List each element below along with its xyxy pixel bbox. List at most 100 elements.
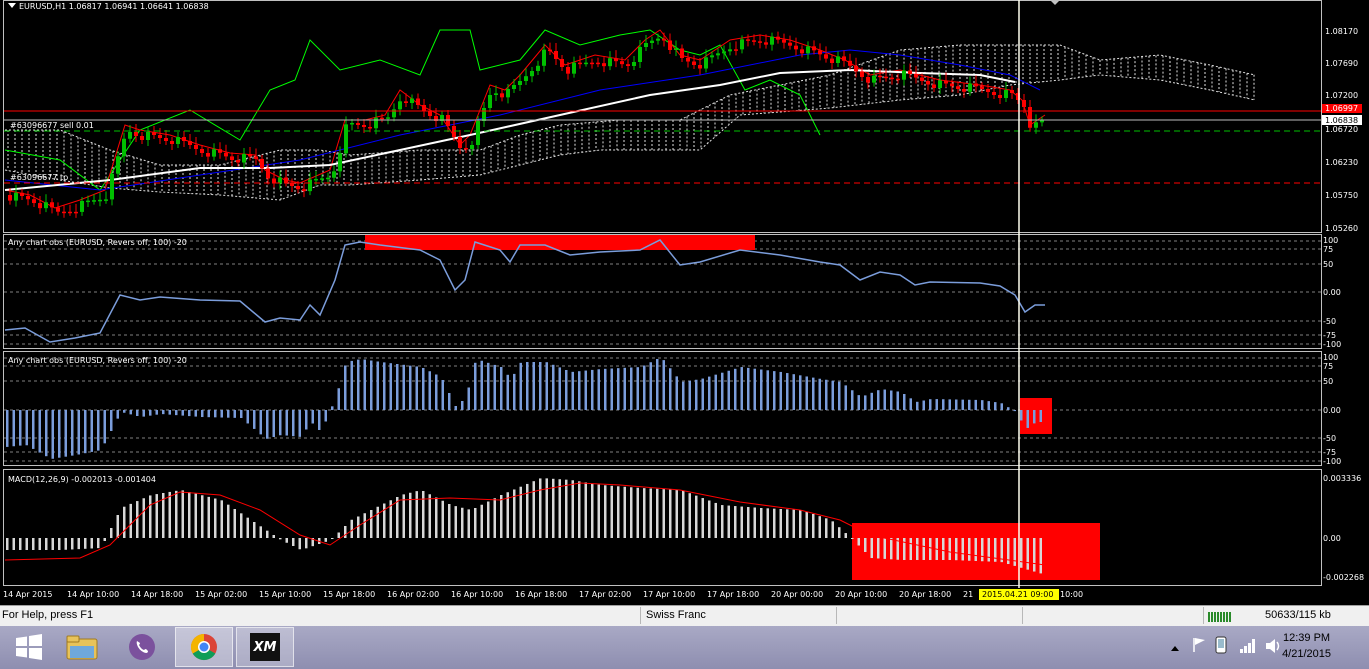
macd-bar: [90, 538, 93, 549]
indicator2-bar: [181, 410, 184, 416]
price-tick: 1.05750: [1325, 191, 1358, 200]
candle-body: [212, 149, 216, 157]
macd-panel-frame: [3, 469, 1322, 586]
macd-bar: [233, 509, 236, 538]
network-signal-icon[interactable]: [1240, 638, 1256, 657]
indicator2-bar: [1020, 410, 1023, 421]
macd-bar: [129, 503, 132, 538]
ind2-tick: 75: [1323, 362, 1333, 371]
candle-body: [50, 202, 54, 208]
candle-body: [134, 132, 138, 136]
taskbar-xm-terminal[interactable]: XM: [236, 627, 294, 667]
indicator2-bar: [285, 410, 288, 436]
candle-body: [524, 76, 528, 81]
volume-icon[interactable]: [1266, 638, 1282, 657]
candle-body: [800, 49, 804, 54]
indicator2-bar: [201, 410, 204, 418]
indicator2-bar: [188, 410, 191, 417]
indicator2-bar: [331, 406, 334, 410]
ichimoku-cloud: [4, 44, 1256, 201]
macd-bar: [285, 538, 288, 543]
folder-icon: [66, 635, 98, 660]
indicator2-bar: [298, 410, 301, 437]
candle-body: [128, 132, 132, 139]
macd-bar: [870, 538, 873, 559]
cloud-edge: [5, 44, 1256, 166]
time-label: 17 Apr 18:00: [707, 590, 759, 599]
macd-bar: [610, 485, 613, 538]
candle-body: [1004, 90, 1008, 98]
indicator2-bar: [526, 362, 529, 410]
macd-bar: [428, 494, 431, 538]
candle-body: [56, 207, 60, 212]
indicator2-bar: [961, 399, 964, 410]
candle-body: [416, 98, 420, 105]
macd-bar: [207, 496, 210, 538]
macd-bar: [747, 507, 750, 538]
macd-bar: [539, 478, 542, 538]
indicator2-bar: [370, 360, 373, 410]
macd-bar: [253, 522, 256, 538]
indicator2-bar: [792, 374, 795, 410]
device-icon[interactable]: [1214, 636, 1228, 658]
highlight-zone: [1020, 398, 1052, 434]
system-clock[interactable]: 12:39 PM 4/21/2015: [1282, 630, 1331, 662]
candle-body: [236, 160, 240, 163]
indicator2-bar: [84, 410, 87, 454]
ind1-tick: -75: [1323, 331, 1336, 340]
candle-body: [584, 62, 588, 65]
indicator2-bar: [812, 377, 815, 410]
macd-bar: [441, 500, 444, 538]
candle-body: [602, 63, 606, 67]
clock-date: 4/21/2015: [1282, 648, 1331, 660]
time-label: 20 Apr 10:00: [835, 590, 887, 599]
macd-bar: [415, 491, 418, 538]
main-panel-frame: [3, 0, 1322, 233]
flag-icon[interactable]: [1192, 637, 1206, 657]
time-axis: 14 Apr 2015 14 Apr 10:00 14 Apr 18:00 15…: [3, 589, 1083, 600]
indicator2-panel-frame: [3, 351, 1322, 466]
chrome-icon: [190, 633, 217, 661]
macd-bar: [792, 509, 795, 538]
macd-bar: [175, 490, 178, 538]
macd-bar: [799, 509, 802, 538]
candle-body: [794, 45, 798, 50]
indicator2-bar: [493, 364, 496, 410]
taskbar-viber[interactable]: [113, 627, 171, 667]
indicator2-bar: [474, 362, 477, 410]
connection-bars-icon[interactable]: [1208, 610, 1234, 625]
current-price-label-bg: [1322, 115, 1362, 125]
indicator2-bar: [220, 410, 223, 418]
indicator2-bar: [929, 399, 932, 410]
indicator2-bar: [344, 365, 347, 410]
taskbar-file-explorer[interactable]: [53, 627, 111, 667]
taskbar-chrome[interactable]: [175, 627, 233, 667]
start-button[interactable]: [0, 627, 58, 667]
main-title-group: EURUSD,H1 1.06817 1.06941 1.06641 1.0683…: [8, 0, 1060, 182]
macd-bar: [649, 488, 652, 538]
macd-bar: [38, 538, 41, 550]
candle-body: [920, 77, 924, 81]
chart-window[interactable]: 1.08170 1.07690 1.07200 1.06720 1.06230 …: [0, 0, 1369, 605]
macd-bar: [968, 538, 971, 561]
candle-body: [350, 123, 354, 125]
macd-bar: [435, 497, 438, 538]
candle-body: [596, 62, 600, 65]
candle-body: [326, 177, 330, 180]
tray-chevron-up-icon[interactable]: [1170, 638, 1180, 657]
profile-name[interactable]: Swiss Franc: [646, 609, 706, 621]
macd-bar: [519, 486, 522, 538]
indicator2-bar: [591, 369, 594, 410]
macd-bar: [292, 538, 295, 546]
chart-canvas[interactable]: 1.08170 1.07690 1.07200 1.06720 1.06230 …: [0, 0, 1369, 605]
taskbar: XM 12:39 PM 4/21/2015: [0, 626, 1369, 669]
candle-body: [668, 40, 672, 50]
indicator2-bar: [227, 410, 230, 418]
macd-signal-line: [4, 482, 1046, 566]
indicator2-bar: [545, 362, 548, 410]
indicator2-bar: [740, 367, 743, 410]
candle-body: [188, 141, 192, 145]
indicator2-bar: [64, 410, 67, 457]
macd-title: MACD(12,26,9) -0.002013 -0.001404: [8, 475, 156, 484]
chart-menu-triangle-icon[interactable]: [8, 3, 16, 8]
